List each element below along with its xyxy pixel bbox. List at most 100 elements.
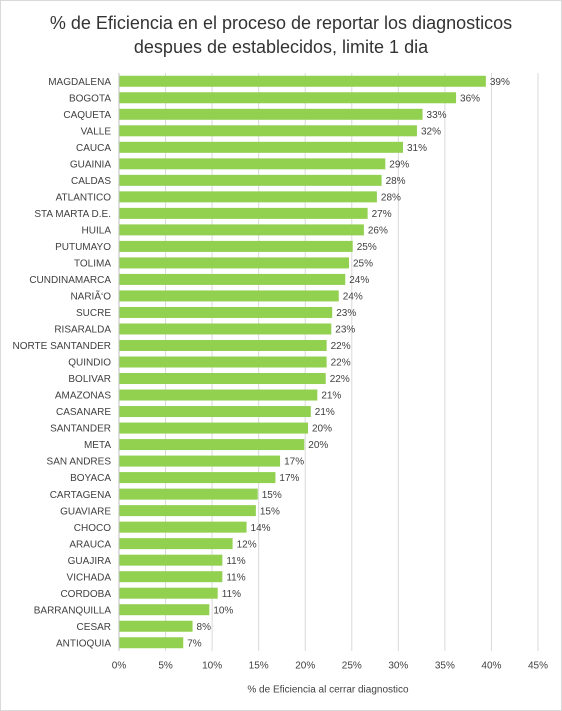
y-tick-label: HUILA — [82, 226, 112, 237]
data-label: 36% — [460, 93, 480, 104]
data-label: 25% — [353, 259, 373, 270]
y-tick-label: PUTUMAYO — [55, 242, 111, 253]
y-tick-label: ANTIOQUIA — [56, 638, 111, 649]
bar — [119, 339, 327, 351]
y-tick-label: BOGOTA — [69, 93, 111, 104]
x-tick-label: 45% — [528, 661, 548, 672]
data-label: 11% — [226, 572, 245, 583]
y-tick-label: GUAJIRA — [68, 556, 112, 567]
x-tick-label: 0% — [112, 661, 127, 672]
bar — [119, 571, 223, 583]
y-tick-label: META — [84, 440, 111, 451]
y-tick-label: GUAVIARE — [60, 506, 111, 517]
y-tick-label: SANTANDER — [50, 424, 111, 435]
y-tick-label: ATLANTICO — [56, 192, 112, 203]
data-label: 15% — [262, 490, 282, 501]
data-label: 15% — [260, 506, 280, 517]
bar — [119, 406, 311, 418]
y-tick-label: QUINDIO — [68, 358, 111, 369]
data-label: 14% — [251, 523, 271, 534]
bar — [119, 273, 346, 285]
y-tick-label: BOYACA — [70, 473, 111, 484]
bar — [119, 125, 417, 137]
bar — [119, 191, 377, 203]
data-label: 25% — [357, 242, 377, 253]
data-label: 10% — [213, 605, 233, 616]
y-tick-label: CESAR — [77, 622, 111, 633]
y-tick-label: VALLE — [81, 126, 112, 137]
y-tick-label: MAGDALENA — [48, 77, 111, 88]
x-tick-label: 20% — [295, 661, 315, 672]
y-tick-label: STA MARTA D.E. — [34, 209, 111, 220]
data-label: 32% — [421, 126, 441, 137]
y-tick-label: CAUCA — [76, 143, 111, 154]
data-label: 11% — [226, 556, 245, 567]
data-label: 7% — [187, 638, 202, 649]
bar — [119, 439, 305, 451]
bar — [119, 373, 326, 385]
x-tick-label: 10% — [202, 661, 222, 672]
x-tick-label: 40% — [481, 661, 501, 672]
y-tick-label: BOLIVAR — [68, 374, 111, 385]
y-tick-label: AMAZONAS — [55, 391, 111, 402]
y-tick-label: CASANARE — [56, 407, 111, 418]
data-label: 33% — [427, 110, 447, 121]
data-label: 22% — [330, 374, 350, 385]
bar — [119, 356, 327, 368]
y-tick-label: VICHADA — [67, 572, 112, 583]
bar — [119, 141, 403, 153]
bar — [119, 488, 258, 500]
bar — [119, 75, 486, 87]
y-tick-label: NARIÃ‘O — [70, 290, 111, 303]
x-tick-label: 15% — [249, 661, 269, 672]
y-tick-label: GUAINIA — [70, 159, 111, 170]
bar — [119, 306, 333, 318]
bar — [119, 505, 256, 517]
bar — [119, 587, 218, 599]
data-label: 39% — [490, 77, 510, 88]
y-tick-label: CAQUETA — [63, 110, 111, 121]
data-label: 11% — [222, 589, 241, 600]
x-tick-label: 25% — [342, 661, 362, 672]
y-tick-label: SUCRE — [76, 308, 111, 319]
data-label: 24% — [343, 292, 363, 303]
y-tick-label: BARRANQUILLA — [34, 605, 112, 616]
data-label: 23% — [336, 308, 356, 319]
data-label: 22% — [331, 358, 351, 369]
x-tick-label: 35% — [435, 661, 455, 672]
bar — [119, 174, 382, 186]
y-tick-label: TOLIMA — [74, 259, 111, 270]
data-label: 28% — [381, 192, 401, 203]
bar — [119, 637, 184, 649]
data-label: 21% — [321, 391, 341, 402]
x-axis-label: % de Eficiencia al cerrar diagnostico — [247, 685, 409, 696]
bar — [119, 207, 368, 219]
bar — [119, 240, 353, 252]
y-tick-label: CUNDINAMARCA — [29, 275, 111, 286]
y-tick-label: SAN ANDRES — [47, 457, 112, 468]
bar — [119, 554, 223, 566]
data-label: 17% — [279, 473, 299, 484]
y-tick-label: ARAUCA — [69, 539, 111, 550]
data-label: 27% — [372, 209, 392, 220]
bar — [119, 389, 318, 401]
y-tick-label: CALDAS — [71, 176, 111, 187]
bar — [119, 323, 332, 335]
chart-title: % de Eficiencia en el proceso de reporta… — [49, 13, 513, 57]
data-label: 20% — [308, 440, 328, 451]
bar — [119, 108, 423, 120]
data-label: 17% — [284, 457, 304, 468]
bar — [119, 604, 210, 616]
bar — [119, 224, 364, 236]
data-label: 20% — [312, 424, 332, 435]
y-tick-label: NORTE SANTANDER — [12, 341, 111, 352]
bar — [119, 290, 339, 302]
data-label: 28% — [386, 176, 406, 187]
bar — [119, 92, 457, 104]
data-label: 31% — [407, 143, 427, 154]
x-tick-label: 5% — [158, 661, 173, 672]
y-tick-label: CHOCO — [74, 523, 111, 534]
bar — [119, 158, 386, 170]
